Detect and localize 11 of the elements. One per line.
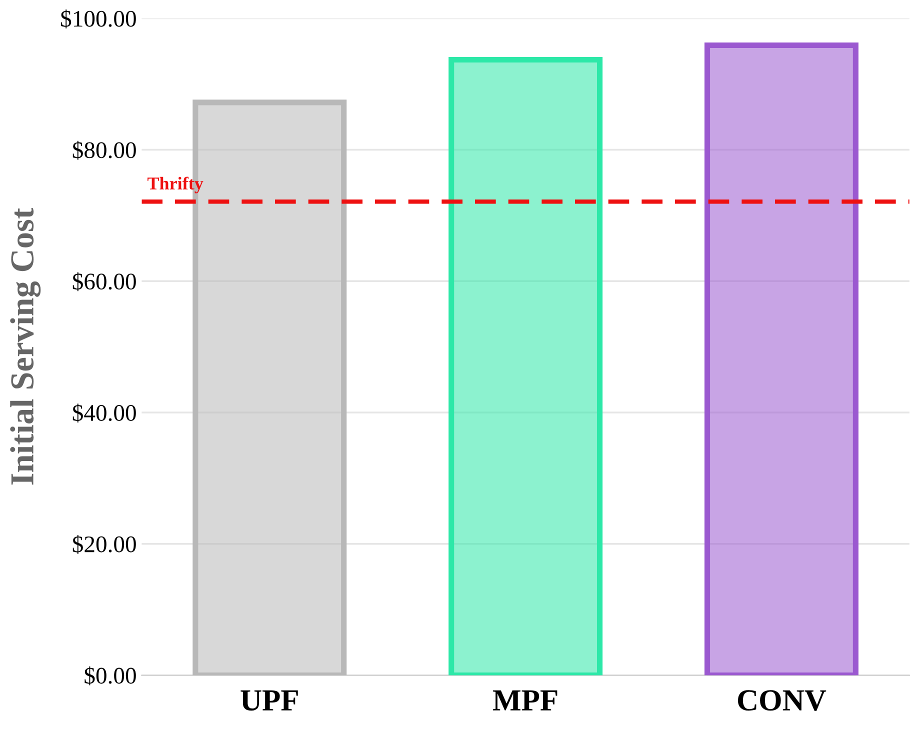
x-tick-label: CONV (738, 690, 826, 711)
y-tick-label: $20.00 (72, 534, 136, 554)
x-tick-label: UPF (240, 690, 298, 711)
y-tick-label: $0.00 (84, 666, 136, 686)
y-tick-label: $40.00 (72, 404, 136, 422)
y-tick-label: $100.00 (61, 9, 136, 28)
ref-line-label: Thrifty (148, 176, 204, 194)
y-tick-label: $60.00 (72, 272, 136, 292)
x-tick-label: MPF (492, 690, 558, 710)
y-tick-label: $80.00 (72, 140, 136, 160)
y-axis-title: Initial Serving Cost (10, 208, 41, 485)
